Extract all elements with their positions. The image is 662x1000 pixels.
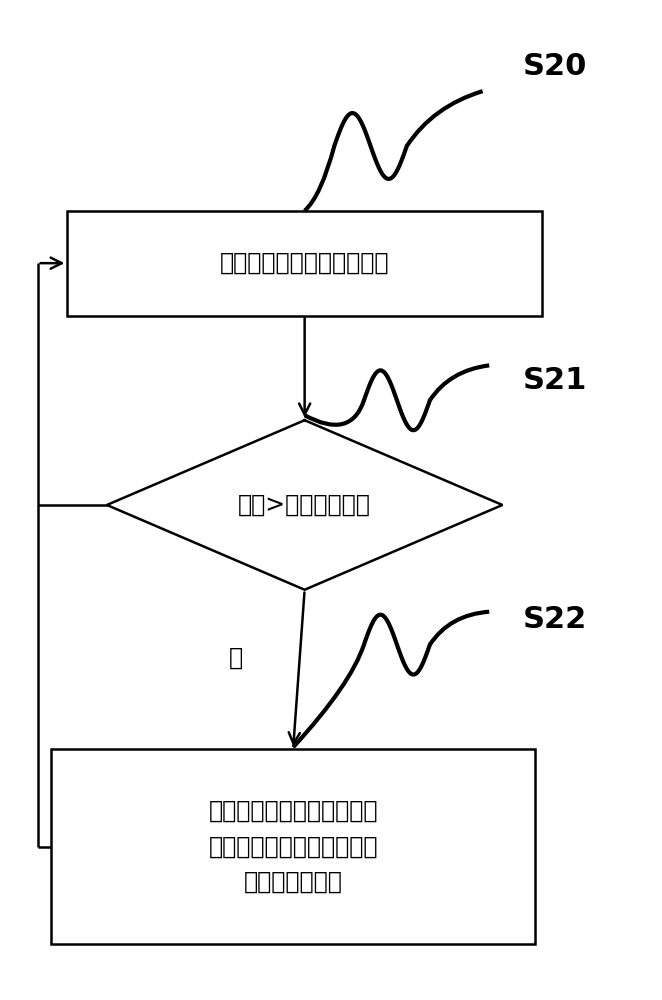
Text: 电流>电流限定值？: 电流>电流限定值？ xyxy=(238,493,371,517)
Text: S20: S20 xyxy=(523,52,587,81)
Text: S22: S22 xyxy=(523,605,587,634)
Text: 获取电池组当前时刻的电流: 获取电池组当前时刻的电流 xyxy=(220,251,389,275)
Text: S21: S21 xyxy=(523,366,587,395)
Text: 否: 否 xyxy=(228,646,242,670)
Text: 获取电池组中单体电池在当
前时刻前的预设时间段内的
单体电压波形。: 获取电池组中单体电池在当 前时刻前的预设时间段内的 单体电压波形。 xyxy=(209,799,378,894)
Polygon shape xyxy=(107,420,502,590)
Bar xyxy=(68,211,542,316)
Bar xyxy=(51,749,536,944)
